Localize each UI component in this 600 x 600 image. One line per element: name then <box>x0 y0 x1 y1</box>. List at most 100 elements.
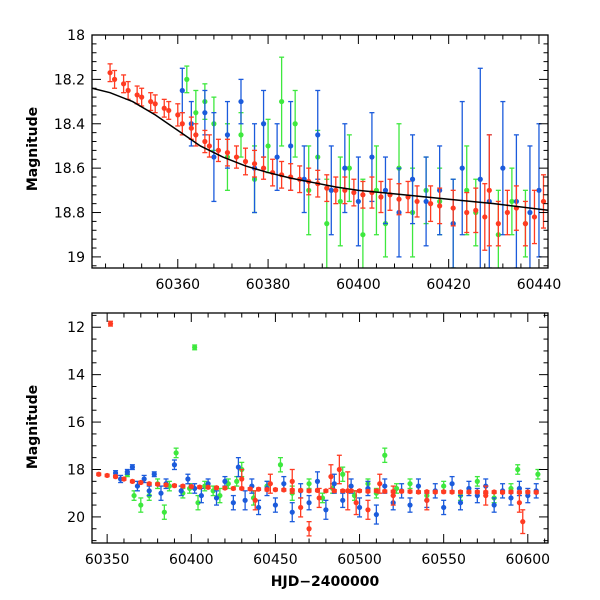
y-tick-label: 18 <box>67 462 85 478</box>
marker <box>396 196 402 202</box>
red-data-point <box>373 488 379 494</box>
x-tick-label: 60420 <box>426 277 471 293</box>
marker <box>161 509 167 515</box>
marker <box>382 483 388 489</box>
marker <box>337 198 343 205</box>
red-data-point <box>342 176 348 205</box>
red-data-point <box>146 481 152 487</box>
top-panel: 60360 60380 60400 60420 60440 18 18.2 18.4 18.6 1… <box>54 28 561 293</box>
marker <box>242 497 248 503</box>
x-tick-label: 60440 <box>517 277 562 293</box>
marker <box>342 165 348 171</box>
red-series <box>96 320 539 537</box>
marker <box>323 507 329 513</box>
marker <box>522 221 529 227</box>
marker <box>331 488 337 494</box>
marker <box>161 105 167 111</box>
marker <box>202 138 208 145</box>
marker <box>373 511 379 518</box>
marker <box>474 492 480 499</box>
red-data-point <box>222 485 228 491</box>
red-data-point <box>239 468 245 490</box>
marker <box>163 482 169 488</box>
red-data-point <box>121 74 127 94</box>
red-data-point <box>242 147 249 176</box>
marker <box>260 165 267 171</box>
plot-area <box>92 56 548 268</box>
blue-data-point <box>373 504 379 525</box>
marker <box>450 205 456 211</box>
blue-data-point <box>255 499 262 516</box>
marker <box>230 485 236 492</box>
red-data-point <box>233 145 240 169</box>
marker <box>407 502 413 508</box>
marker <box>340 488 346 494</box>
marker <box>355 198 361 205</box>
marker <box>121 81 127 87</box>
marker <box>197 484 203 490</box>
green-data-point <box>382 447 388 464</box>
marker <box>138 479 144 486</box>
red-data-point <box>306 521 312 537</box>
red-data-point <box>272 487 279 493</box>
red-data-point <box>473 187 479 234</box>
marker <box>437 203 443 209</box>
marker <box>233 154 240 160</box>
marker <box>378 194 384 200</box>
marker <box>351 189 357 196</box>
red-data-point <box>457 489 464 495</box>
y-tick-label: 14 <box>67 368 85 384</box>
red-data-point <box>415 489 422 495</box>
green-series <box>184 56 529 268</box>
marker <box>340 497 346 503</box>
blue-data-point <box>441 499 447 516</box>
x-tick-label: 60380 <box>246 277 291 293</box>
marker <box>407 488 413 495</box>
marker <box>540 198 547 205</box>
blue-data-point <box>211 112 217 203</box>
marker <box>139 94 145 100</box>
marker <box>316 495 322 501</box>
red-data-point <box>378 180 384 214</box>
marker <box>205 484 211 490</box>
blue-data-point <box>146 485 152 497</box>
red-data-point <box>129 478 135 484</box>
red-data-point <box>508 489 514 495</box>
marker <box>441 489 447 495</box>
red-data-point <box>104 472 110 479</box>
green-data-point <box>292 89 298 158</box>
marker <box>264 487 270 493</box>
red-data-point <box>424 490 430 511</box>
x-axis-title: HJD−2400000 <box>271 574 380 590</box>
red-data-point <box>333 176 339 205</box>
red-data-point <box>206 134 212 158</box>
marker <box>508 489 514 495</box>
y-tick-label: 20 <box>67 510 85 526</box>
marker <box>213 495 220 501</box>
red-data-point <box>336 454 342 485</box>
blue-data-point <box>129 464 135 471</box>
red-data-point <box>495 200 501 247</box>
fit-curve <box>92 87 548 212</box>
marker <box>146 481 152 487</box>
marker <box>516 485 522 492</box>
marker <box>466 485 472 492</box>
marker <box>215 147 222 153</box>
marker <box>289 478 295 484</box>
blue-data-point <box>407 497 413 513</box>
marker <box>125 87 131 94</box>
marker <box>235 464 241 470</box>
red-data-point <box>251 149 258 178</box>
marker <box>315 132 321 138</box>
marker <box>360 192 366 198</box>
red-data-point <box>215 138 222 163</box>
marker <box>474 478 480 484</box>
red-data-point <box>414 185 420 218</box>
blue-data-point <box>213 490 220 506</box>
red-data-point <box>499 489 506 495</box>
marker <box>277 462 284 468</box>
red-data-point <box>121 476 127 482</box>
blue-data-point <box>355 156 361 247</box>
red-data-point <box>155 481 161 487</box>
